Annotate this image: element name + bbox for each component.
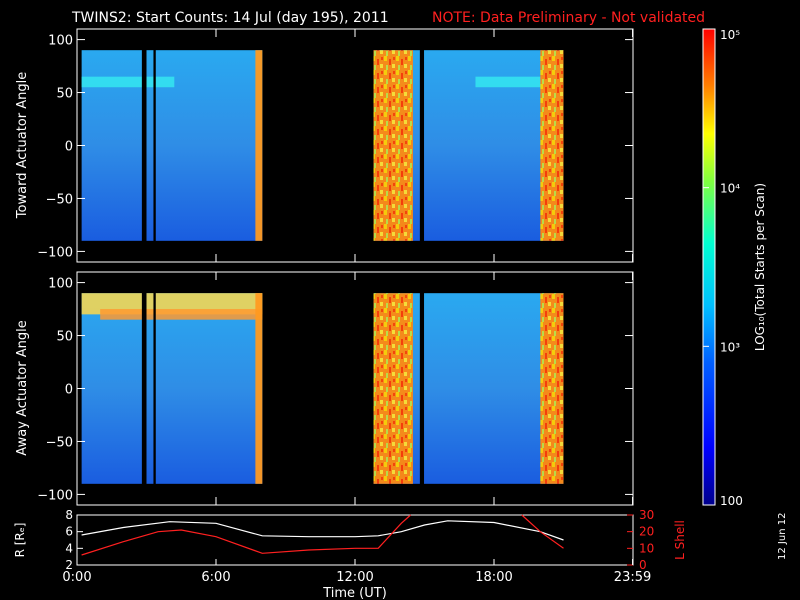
panel1-high-count-region — [255, 50, 263, 241]
panel1-ytick-label: 50 — [56, 87, 73, 102]
panel2-ytick-label: 0 — [65, 383, 73, 398]
ephemeris-ytick-label-left: 2 — [65, 558, 73, 572]
ephemeris-ytick-label-left: 4 — [65, 541, 73, 555]
panel1-ytick-label: 100 — [48, 34, 73, 49]
ephemeris-axes: 2 4 6 8 0 10 20 30 0:00 6:00 12:00 18:00 23:59 — [62, 508, 654, 585]
panel1-heatmap — [81, 49, 564, 242]
toward-actuator-panel: 100 50 0 −50 −100 Toward Actuator Angle — [15, 28, 634, 263]
ephemeris-ytick-label-right: 0 — [639, 558, 647, 572]
panel1-high-count-region — [373, 50, 413, 241]
x-tick-label: 18:00 — [475, 570, 512, 585]
colorbar-tick-label: 100 — [720, 494, 743, 508]
ephemeris-panel: 2 4 6 8 0 10 20 30 0:00 6:00 12:00 18:00 23:59 R [Rₑ… — [13, 508, 687, 600]
x-tick-label: 23:59 — [614, 570, 651, 585]
panel2-high-count-region — [255, 293, 263, 484]
x-tick-label: 6:00 — [201, 570, 230, 585]
colorbar-tick-label: 10⁴ — [720, 182, 740, 196]
panel1-intensity-band — [475, 76, 541, 88]
colorbar-tick-label: 10³ — [720, 340, 740, 354]
panel2-data-gap — [153, 292, 156, 485]
ephemeris-ytick-label-right: 20 — [639, 525, 654, 539]
panel1-data-gap — [153, 49, 156, 242]
panel2-ytick-label: 100 — [48, 277, 73, 292]
panel2-intensity-band — [100, 309, 263, 320]
colorbar: 10⁵ 10⁴ 10³ 100 LOG₁₀(Total Starts per Scan… — [702, 28, 767, 508]
panel2-data-gap — [419, 292, 425, 485]
colorbar-gradient — [703, 29, 715, 505]
panel2-ytick-label: 50 — [56, 330, 73, 345]
away-actuator-panel: 100 50 0 −50 −100 Away Actuator Angle — [15, 271, 634, 506]
ephemeris-ytick-label-left: 8 — [65, 508, 73, 522]
radial-distance-line — [81, 520, 564, 541]
panel2-data-gap — [141, 292, 147, 485]
panel1-y-axis: 100 50 0 −50 −100 — [37, 29, 634, 262]
panel1-data-gap — [419, 49, 425, 242]
ephemeris-lines — [81, 514, 564, 556]
panel2-high-count-region — [540, 293, 564, 484]
ephemeris-ytick-label-left: 6 — [65, 525, 73, 539]
colorbar-tick-label: 10⁵ — [720, 28, 740, 42]
panel2-data-segment — [81, 293, 263, 484]
ephemeris-ylabel-left: R [Rₑ] — [13, 523, 27, 558]
panel2-ylabel: Away Actuator Angle — [15, 320, 30, 455]
colorbar-ticks: 10⁵ 10⁴ 10³ 100 — [703, 28, 743, 508]
panel1-data-gap — [141, 49, 147, 242]
generation-date: 12 Jun 12 — [777, 513, 788, 560]
panel1-ytick-label: −50 — [46, 192, 73, 207]
colorbar-label: LOG₁₀(Total Starts per Scan) — [753, 183, 767, 351]
panel2-y-axis: 100 50 0 −50 −100 — [37, 272, 634, 505]
ephemeris-ylabel-right: L Shell — [673, 520, 687, 560]
panel1-high-count-region — [540, 50, 564, 241]
chart-title: TWINS2: Start Counts: 14 Jul (day 195), … — [71, 10, 389, 26]
x-tick-label: 12:00 — [336, 570, 373, 585]
l-shell-line — [81, 514, 411, 556]
x-axis-label: Time (UT) — [322, 586, 387, 600]
preliminary-note: NOTE: Data Preliminary - Not validated — [432, 10, 705, 26]
panel2-ytick-label: −100 — [37, 488, 73, 503]
x-tick-label: 0:00 — [62, 570, 91, 585]
panel1-ytick-label: −100 — [37, 245, 73, 260]
panel1-intensity-band — [81, 76, 175, 88]
ephemeris-ytick-label-right: 30 — [639, 508, 654, 522]
panel2-heatmap — [81, 292, 564, 485]
panel2-ytick-label: −50 — [46, 435, 73, 450]
panel1-ylabel: Toward Actuator Angle — [15, 72, 30, 219]
panel1-ytick-label: 0 — [65, 140, 73, 155]
ephemeris-ytick-label-right: 10 — [639, 541, 654, 555]
l-shell-line — [521, 514, 564, 549]
panel2-high-count-region — [373, 293, 413, 484]
